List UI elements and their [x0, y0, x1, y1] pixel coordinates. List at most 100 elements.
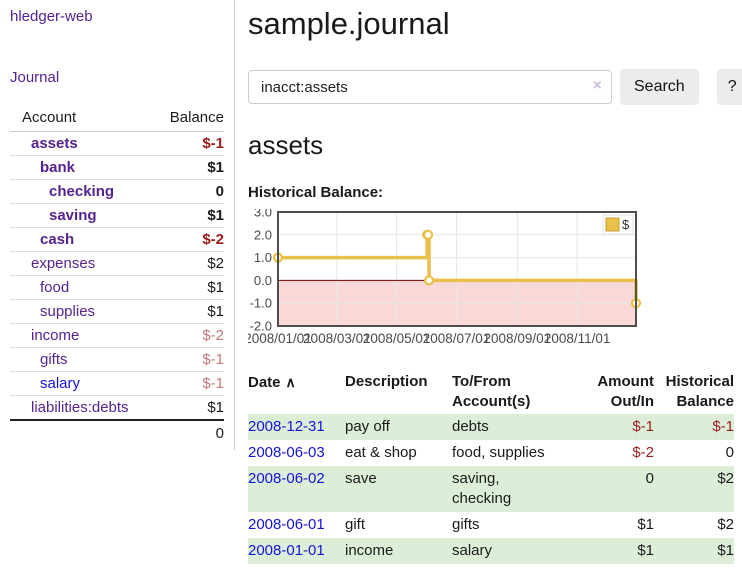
account-balance: $1 [155, 299, 224, 324]
y-tick-label: -1.0 [250, 296, 272, 311]
transaction-amount: $1 [582, 538, 654, 564]
transaction-row: 2008-06-02 save saving, checking 0 $2 [248, 466, 734, 512]
main-content: sample.journal × Search ? assets Histori… [235, 0, 742, 582]
transaction-balance: $1 [654, 538, 734, 564]
legend-swatch-icon [605, 217, 620, 232]
account-balance: $1 [155, 155, 224, 180]
accounts-total-value: 0 [155, 419, 224, 446]
sidebar-account-link[interactable]: liabilities:debts [31, 399, 129, 416]
account-balance: $2 [155, 251, 224, 276]
data-point-marker [423, 275, 435, 286]
sidebar-account-link[interactable]: food [40, 279, 70, 296]
account-row: gifts $-1 [10, 347, 224, 372]
search-box: × [248, 70, 612, 104]
search-button[interactable]: Search [620, 69, 699, 105]
account-row: supplies $1 [10, 299, 224, 324]
account-balance: 0 [155, 179, 224, 204]
sidebar-account-link[interactable]: income [31, 327, 80, 344]
account-row: cash $-2 [10, 227, 224, 252]
transaction-balance: 0 [725, 444, 734, 461]
account-balance: $1 [207, 399, 224, 416]
transaction-date-link[interactable]: 2008-06-02 [248, 470, 325, 487]
transaction-description: income [345, 538, 452, 564]
register-header-amount: Amount Out/In [597, 373, 654, 410]
legend-label: $ [622, 217, 630, 232]
account-row: expenses $2 [10, 251, 224, 276]
account-balance: $-1 [155, 131, 224, 156]
transaction-accounts: debts [452, 414, 582, 440]
transaction-date-link[interactable]: 2008-12-31 [248, 418, 325, 435]
transaction-amount: $1 [637, 516, 654, 533]
transaction-amount: $-1 [582, 414, 654, 440]
account-balance: $-1 [155, 347, 224, 372]
transaction-date-link[interactable]: 2008-01-01 [248, 542, 325, 559]
account-heading: assets [248, 130, 324, 160]
sidebar-account-link[interactable]: bank [40, 159, 76, 176]
sidebar-account-link[interactable]: cash [40, 231, 75, 248]
account-balance: $-1 [155, 371, 224, 396]
transaction-amount: $-2 [632, 444, 654, 461]
accounts-header-balance: Balance [155, 107, 224, 132]
transaction-accounts: food, supplies [452, 444, 545, 461]
clear-icon[interactable]: × [592, 77, 602, 94]
sort-asc-icon[interactable]: ∧ [285, 374, 296, 390]
accounts-header-account: Account [10, 107, 156, 132]
register-table: Date ∧ Description To/From Account(s) Amount O… [248, 370, 734, 564]
account-row: food $1 [10, 275, 224, 300]
transaction-balance: $-1 [654, 414, 734, 440]
sidebar-account-link[interactable]: salary [40, 375, 81, 392]
y-tick-label: 2.0 [254, 227, 272, 242]
transaction-row: 2008-06-01 gift gifts $1 $2 [248, 512, 734, 538]
transaction-balance: $2 [717, 516, 734, 533]
sidebar-account-link[interactable]: assets [31, 135, 78, 152]
account-balance: $-2 [155, 323, 224, 348]
account-balance: $1 [155, 275, 224, 300]
sidebar-account-link[interactable]: gifts [40, 351, 68, 368]
account-row: saving $1 [10, 203, 224, 228]
register-header-historical: Historical Balance [665, 373, 734, 410]
account-row: salary $-1 [10, 371, 224, 396]
account-balance: $-2 [155, 227, 224, 252]
sidebar-account-link[interactable]: checking [49, 183, 115, 200]
x-tick-label: 2008/07/01 [423, 331, 491, 346]
chart-section-label: Historical Balance: [248, 184, 384, 201]
transaction-row: 2008-12-31 pay off debts $-1 $-1 [248, 414, 734, 440]
historical-balance-chart: $3.0 2.0 1.0 0.0 -1.0 -2.02008/01/012008/03/0… [244, 205, 642, 346]
transaction-accounts: saving, checking [452, 466, 582, 512]
y-tick-label: -2.0 [250, 319, 272, 334]
plot-border [277, 211, 637, 327]
sidebar-account-link[interactable]: expenses [31, 255, 96, 272]
account-balance: $1 [155, 203, 224, 228]
help-button[interactable]: ? [716, 69, 742, 105]
data-point-marker [422, 229, 434, 240]
x-tick-label: 2008/09/01 [484, 331, 552, 346]
transaction-description: pay off [345, 414, 452, 440]
search-form: × Search ? [248, 69, 742, 105]
x-tick-label: 2008/11/01 [544, 331, 611, 346]
register-header-tofrom: To/From Account(s) [452, 373, 531, 410]
transaction-description: save [345, 466, 452, 512]
x-tick-label: 2008/01/01 [248, 331, 312, 346]
transaction-row: 2008-01-01 income salary $1 $1 [248, 538, 734, 564]
sidebar: hledger-web Journal Account Balance asse… [0, 0, 235, 450]
x-tick-label: 2008/03/01 [303, 331, 371, 346]
brand-link[interactable]: hledger-web [10, 8, 93, 25]
nav-journal-link[interactable]: Journal [10, 69, 60, 86]
y-tick-label: 3.0 [254, 209, 272, 220]
transaction-accounts: salary [452, 538, 582, 564]
search-input[interactable] [248, 70, 612, 104]
transaction-row: 2008-06-03 eat & shop food, supplies $-2 0 [248, 440, 734, 466]
transaction-description: eat & shop [345, 444, 417, 461]
transaction-date-link[interactable]: 2008-06-03 [248, 444, 325, 461]
sidebar-account-link[interactable]: supplies [40, 303, 96, 320]
account-row: income $-2 [10, 323, 224, 348]
register-header-date[interactable]: Date ∧ [248, 374, 296, 391]
transaction-balance: $2 [654, 466, 734, 512]
transaction-description: gift [345, 516, 366, 533]
y-tick-label: 0.0 [254, 273, 272, 288]
register-header-description: Description [345, 373, 428, 390]
transaction-date-link[interactable]: 2008-06-01 [248, 516, 325, 533]
sidebar-account-link[interactable]: saving [49, 207, 97, 224]
transaction-amount: 0 [582, 466, 654, 512]
account-row: assets $-1 [10, 131, 224, 156]
